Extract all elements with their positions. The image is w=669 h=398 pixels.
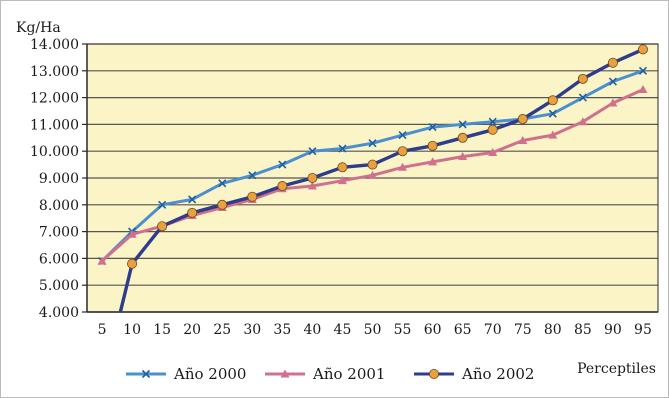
data-point bbox=[578, 93, 587, 102]
data-point bbox=[247, 191, 258, 202]
x-tick-label: 95 bbox=[634, 322, 652, 338]
data-point bbox=[458, 120, 467, 129]
data-point bbox=[457, 132, 468, 143]
data-point bbox=[248, 171, 257, 180]
data-point bbox=[398, 131, 407, 140]
data-point bbox=[638, 85, 648, 94]
plot-area: 4.000 5.000 6.000 7.000 8.000 9.000 10.000 11.0… bbox=[30, 37, 659, 338]
x-tick-label: 45 bbox=[334, 322, 352, 338]
x-tick-label: 20 bbox=[183, 322, 201, 338]
y-tick-label: 12.000 bbox=[30, 91, 79, 107]
y-tick-label: 7.000 bbox=[39, 225, 79, 241]
series-3 bbox=[118, 44, 648, 312]
data-point bbox=[187, 207, 198, 218]
data-point bbox=[127, 258, 138, 269]
y-tick-label: 6.000 bbox=[39, 251, 79, 267]
y-axis-title: Kg/Ha bbox=[16, 20, 61, 36]
data-point bbox=[218, 179, 227, 188]
data-point bbox=[97, 256, 107, 265]
x-tick-label: 65 bbox=[454, 322, 472, 338]
y-tick-label: 11.000 bbox=[30, 117, 79, 133]
data-point bbox=[280, 369, 290, 378]
x-tick-label: 10 bbox=[123, 322, 141, 338]
data-point bbox=[548, 109, 557, 118]
data-point bbox=[548, 130, 558, 139]
data-point bbox=[428, 123, 437, 132]
data-point bbox=[458, 152, 468, 161]
data-point bbox=[428, 368, 439, 379]
x-tick-label: 55 bbox=[394, 322, 412, 338]
data-point bbox=[427, 140, 438, 151]
data-point bbox=[397, 146, 408, 157]
y-tick-label: 13.000 bbox=[30, 64, 79, 80]
data-point bbox=[158, 200, 167, 209]
y-tick-label: 10.000 bbox=[30, 144, 79, 160]
x-tick-label: 85 bbox=[574, 322, 592, 338]
x-tick-label: 25 bbox=[213, 322, 231, 338]
x-tick-label: 75 bbox=[514, 322, 532, 338]
data-point bbox=[487, 124, 498, 135]
data-point bbox=[547, 95, 558, 106]
legend-item: Año 2002 bbox=[414, 365, 534, 383]
y-tick-label: 4.000 bbox=[39, 305, 79, 321]
x-tick-label: 70 bbox=[484, 322, 502, 338]
x-tick-label: 5 bbox=[98, 322, 107, 338]
data-point bbox=[277, 181, 288, 192]
data-point bbox=[188, 195, 197, 204]
data-point bbox=[488, 117, 497, 126]
data-point bbox=[607, 57, 618, 68]
data-point bbox=[127, 229, 137, 238]
legend-label: Año 2001 bbox=[312, 365, 385, 383]
y-tick-label: 5.000 bbox=[39, 278, 79, 294]
y-tick-label: 9.000 bbox=[39, 171, 79, 187]
data-point bbox=[278, 160, 287, 169]
x-tick-label: 90 bbox=[604, 322, 622, 338]
data-point bbox=[488, 148, 498, 157]
data-point bbox=[307, 181, 317, 190]
data-point bbox=[367, 159, 378, 170]
x-tick-label: 50 bbox=[364, 322, 382, 338]
legend-label: Año 2000 bbox=[173, 365, 246, 383]
data-point bbox=[638, 66, 648, 75]
data-point bbox=[428, 157, 438, 166]
x-axis-title: Perceptiles bbox=[577, 361, 656, 377]
legend-item: Año 2001 bbox=[265, 365, 385, 383]
x-tick-label: 40 bbox=[303, 322, 321, 338]
data-point bbox=[337, 176, 347, 185]
legend-item: Año 2000 bbox=[126, 365, 246, 383]
x-tick-label: 60 bbox=[424, 322, 442, 338]
data-point bbox=[637, 44, 648, 55]
y-tick-label: 8.000 bbox=[39, 198, 79, 214]
data-point bbox=[217, 199, 228, 210]
data-point bbox=[517, 114, 528, 125]
data-point bbox=[307, 172, 318, 183]
legend: Año 2000 Año 2001 Año 2002 bbox=[126, 365, 534, 383]
data-point bbox=[608, 77, 617, 86]
legend-label: Año 2002 bbox=[461, 365, 534, 383]
plot-border bbox=[86, 43, 659, 313]
data-point bbox=[308, 147, 317, 156]
data-point bbox=[518, 135, 528, 144]
data-point bbox=[608, 98, 618, 107]
x-tick-label: 35 bbox=[273, 322, 291, 338]
data-point bbox=[157, 221, 168, 232]
series-1 bbox=[97, 66, 648, 266]
data-point bbox=[578, 117, 588, 126]
data-point bbox=[368, 170, 377, 179]
data-point bbox=[368, 139, 377, 148]
data-point bbox=[577, 73, 588, 84]
data-point bbox=[398, 162, 408, 171]
x-tick-label: 30 bbox=[243, 322, 261, 338]
data-point bbox=[337, 162, 348, 173]
x-tick-label: 80 bbox=[544, 322, 562, 338]
y-tick-label: 14.000 bbox=[30, 37, 79, 53]
data-point bbox=[141, 369, 151, 379]
x-tick-label: 15 bbox=[153, 322, 171, 338]
data-point bbox=[338, 144, 347, 153]
